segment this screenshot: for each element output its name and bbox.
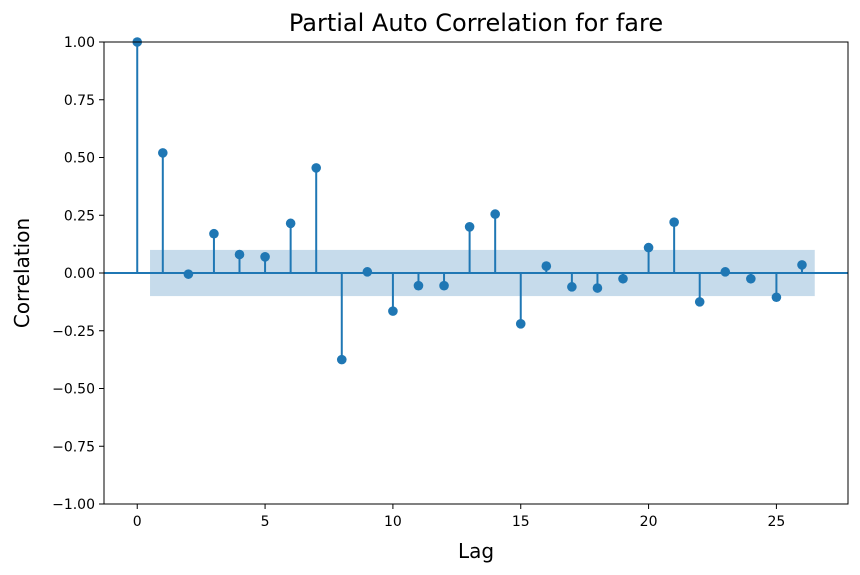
data-point — [388, 306, 398, 316]
data-point — [515, 319, 526, 329]
y-tick-label: 0.75 — [64, 93, 95, 109]
data-point — [771, 292, 782, 303]
data-point — [618, 273, 628, 284]
data-point — [285, 218, 296, 229]
data-point — [567, 282, 577, 292]
data-point — [209, 228, 219, 239]
y-tick-label: 0.00 — [64, 266, 95, 282]
x-axis-label: Lag — [458, 539, 494, 563]
chart-title: Partial Auto Correlation for fare — [289, 9, 663, 37]
data-point — [592, 283, 603, 293]
data-point — [336, 354, 347, 365]
data-point — [490, 209, 500, 219]
x-tick-label: 5 — [261, 514, 270, 530]
data-point — [234, 249, 245, 260]
x-tick-label: 25 — [767, 514, 785, 530]
y-tick-label: −0.25 — [52, 324, 95, 340]
y-axis-label: Correlation — [10, 218, 34, 328]
data-point — [464, 222, 475, 232]
x-tick-label: 10 — [384, 514, 402, 530]
data-point — [183, 269, 194, 279]
x-tick-label: 20 — [640, 514, 658, 530]
data-point — [669, 217, 679, 227]
data-point — [746, 273, 756, 284]
y-tick-label: −0.75 — [52, 439, 95, 455]
data-point — [720, 267, 731, 277]
data-point — [362, 267, 373, 277]
y-ticks: −1.00 −0.75 −0.50 −0.25 0.00 0.25 0.50 0.75 1.00 — [52, 35, 104, 513]
data-point — [311, 163, 322, 173]
stems-layer — [104, 37, 848, 365]
data-point — [260, 252, 270, 262]
data-point — [413, 280, 424, 291]
data-point — [694, 297, 705, 307]
data-point — [797, 260, 807, 270]
x-tick-label: 0 — [133, 514, 142, 530]
x-ticks: 0 5 10 15 20 25 — [133, 504, 785, 530]
y-tick-label: −0.50 — [52, 382, 95, 398]
data-point — [158, 148, 168, 158]
data-point — [541, 261, 552, 271]
y-tick-label: −1.00 — [52, 497, 95, 513]
y-tick-label: 1.00 — [64, 35, 95, 51]
data-point — [643, 242, 654, 253]
x-tick-label: 15 — [512, 514, 530, 530]
y-tick-label: 0.50 — [64, 151, 95, 167]
data-point — [439, 280, 449, 291]
y-tick-label: 0.25 — [64, 208, 95, 224]
